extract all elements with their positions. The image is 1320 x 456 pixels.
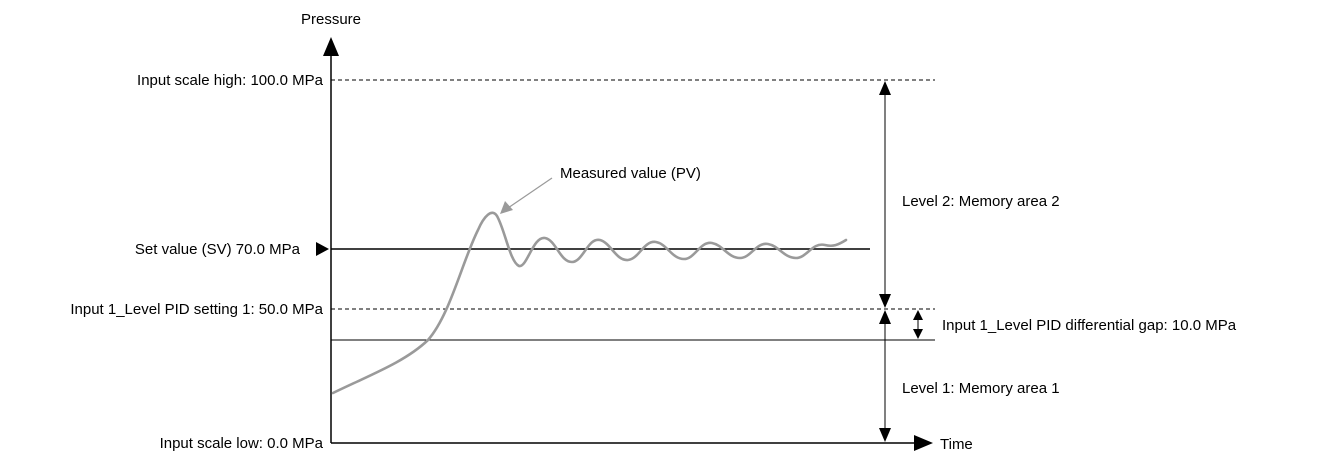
- differential-gap-label: Input 1_Level PID differential gap: 10.0…: [942, 317, 1237, 334]
- y-axis-arrowhead: [323, 37, 339, 56]
- pv-callout-arrowhead: [500, 201, 513, 214]
- set-value-pointer-icon: [316, 242, 329, 256]
- scale-low-label: Input scale low: 0.0 MPa: [160, 435, 324, 452]
- level2-bottom-arrowhead: [879, 294, 891, 308]
- pv-curve: [331, 211, 848, 395]
- gap-bottom-arrowhead: [913, 329, 923, 339]
- pv-callout-label: Measured value (PV): [560, 165, 701, 182]
- x-axis-arrowhead: [914, 435, 933, 451]
- x-axis-label: Time: [940, 436, 973, 453]
- level2-top-arrowhead: [879, 81, 891, 95]
- scale-high-label: Input scale high: 100.0 MPa: [137, 72, 324, 89]
- y-axis-label: Pressure: [301, 11, 361, 28]
- level2-label: Level 2: Memory area 2: [902, 193, 1060, 210]
- level1-label: Level 1: Memory area 1: [902, 380, 1060, 397]
- pid-setting-label: Input 1_Level PID setting 1: 50.0 MPa: [70, 301, 323, 318]
- gap-top-arrowhead: [913, 310, 923, 320]
- set-value-label: Set value (SV) 70.0 MPa: [135, 241, 301, 258]
- pv-callout-leader: [507, 177, 553, 209]
- level1-top-arrowhead: [879, 310, 891, 324]
- level1-bottom-arrowhead: [879, 428, 891, 442]
